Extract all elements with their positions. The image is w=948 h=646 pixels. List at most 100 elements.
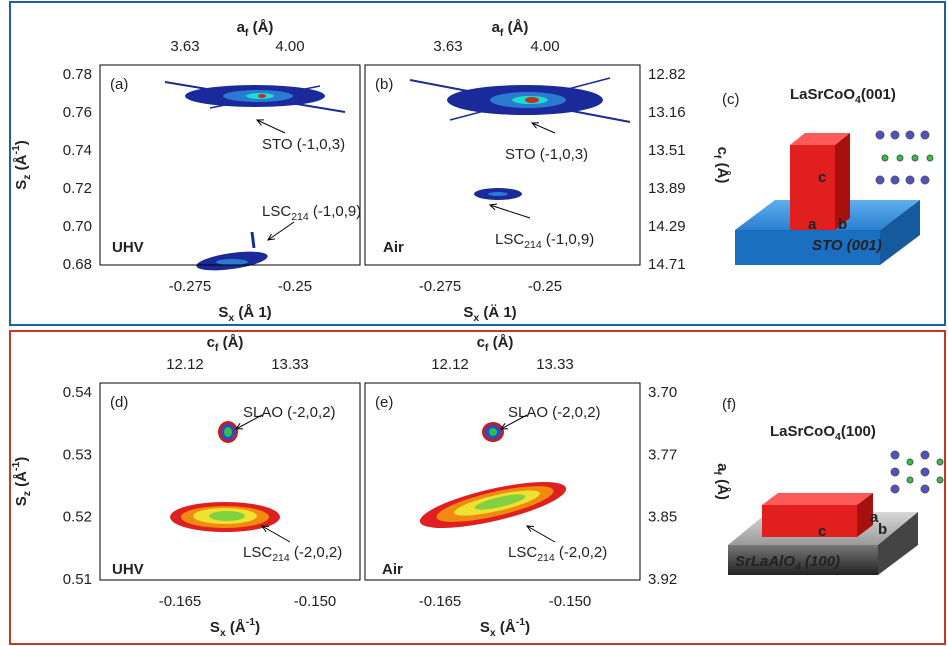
lattice-axis: c — [818, 169, 826, 186]
top-axis-title-part: c — [207, 334, 215, 351]
x-axis-title-part: ) — [525, 619, 530, 636]
annotation: SLAO (-2,0,2) — [243, 404, 336, 421]
bottom-tick-label: -0.150 — [294, 593, 337, 610]
top-tick-label: 13.33 — [536, 356, 574, 373]
annotation: STO (-1,0,3) — [505, 146, 588, 163]
top-axis-title-part: (Å) — [248, 19, 273, 36]
panel-label: (c) — [722, 91, 740, 108]
top-tick-label: 4.00 — [530, 38, 559, 55]
bottom-tick-label: -0.165 — [419, 593, 462, 610]
annotation-part: LSC — [495, 231, 524, 248]
y2-tick-label: 14.71 — [648, 256, 686, 273]
substrate-label-part: SrLaAlO — [735, 553, 795, 570]
figure: (a) UHV af (Å) 3.63 4.00 -0.275 -0.25 Sx (Å 1) 0… — [0, 0, 948, 646]
annotation: LSC214 (-1,0,9) — [495, 231, 594, 251]
x-axis-title: Sx (Å-1) — [480, 616, 530, 639]
lattice-axis: b — [878, 521, 887, 538]
x-axis-title: Sx (Å-1) — [210, 616, 260, 639]
annotation-part: 214 — [272, 552, 290, 564]
substrate-label: SrLaAlO4 (100) — [735, 553, 840, 573]
map-e — [416, 422, 569, 537]
structure-title-part: (100) — [841, 423, 876, 440]
arrow-head — [268, 234, 275, 240]
y-axis-title: Sz (Å-1) — [10, 140, 33, 190]
condition-label: Air — [382, 561, 403, 578]
map-d — [170, 421, 280, 532]
x-axis-title-part: S — [480, 619, 490, 636]
y-tick-label: 0.76 — [63, 104, 92, 121]
y-axis-title-part: (Å) — [714, 475, 731, 500]
bottom-tick-label: -0.150 — [549, 593, 592, 610]
bottom-tick-label: -0.25 — [528, 278, 562, 295]
x-axis-title-part: (Å 1) — [234, 304, 272, 321]
top-tick-label: 3.63 — [170, 38, 199, 55]
arrow — [268, 222, 294, 240]
annotation: LSC214 (-1,0,9) — [262, 203, 361, 223]
x-axis-title-part: (Ä 1) — [479, 304, 517, 321]
y-tick-label: 0.54 — [63, 384, 92, 401]
annotation-part: 214 — [537, 552, 555, 564]
y2-tick-label: 13.89 — [648, 180, 686, 197]
y-axis-title-part: (Å — [13, 154, 30, 174]
x-axis-title-part: S — [463, 304, 473, 321]
y-axis-title-part: -1 — [10, 145, 22, 154]
y-tick-label: 0.72 — [63, 180, 92, 197]
y-axis-title-part: S — [13, 496, 30, 506]
top-axis-title-part: (Å) — [218, 334, 243, 351]
condition-label: UHV — [112, 561, 144, 578]
y-axis-title-part: S — [13, 180, 30, 190]
structure-title-part: LaSrCoO — [790, 86, 855, 103]
x-axis-title: Sx (Ä 1) — [463, 304, 516, 324]
top-axis-title: cf (Å) — [477, 334, 514, 354]
bottom-tick-label: -0.165 — [159, 593, 202, 610]
y-axis-title-part: (Å) — [714, 158, 731, 183]
panel-label: (f) — [722, 396, 736, 413]
substrate-label-part: (100) — [801, 553, 840, 570]
arrow — [532, 123, 555, 133]
top-axis-title-part: c — [477, 334, 485, 351]
y-tick-label: 0.74 — [63, 142, 92, 159]
arrow — [257, 120, 285, 133]
annotation-part: STO (-1,0,3) — [505, 146, 588, 163]
top-axis-title: af (Å) — [237, 19, 274, 39]
map-a — [165, 82, 345, 274]
annotation-part: (-2,0,2) — [555, 544, 608, 561]
structure-title-part: LaSrCoO — [770, 423, 835, 440]
x-axis-title: Sx (Å 1) — [218, 304, 271, 324]
lattice-axis: b — [838, 216, 847, 233]
y2-tick-label: 3.92 — [648, 571, 677, 588]
structure-title: LaSrCoO4(001) — [790, 86, 896, 106]
arrow — [262, 526, 290, 542]
top-axis-title-part: (Å) — [488, 334, 513, 351]
bottom-tick-label: -0.25 — [278, 278, 312, 295]
structure-title-part: (001) — [861, 86, 896, 103]
top-axis-title: af (Å) — [492, 19, 529, 39]
y-tick-label: 0.68 — [63, 256, 92, 273]
annotation-part: 214 — [291, 211, 309, 223]
annotation-part: SLAO (-2,0,2) — [243, 404, 336, 421]
annotation: STO (-1,0,3) — [262, 136, 345, 153]
lattice-axis: a — [808, 216, 817, 233]
annotation-part: (-2,0,2) — [290, 544, 343, 561]
y2-tick-label: 3.85 — [648, 509, 677, 526]
bottom-tick-label: -0.275 — [169, 278, 212, 295]
condition-label: Air — [383, 239, 404, 256]
top-tick-label: 13.33 — [271, 356, 309, 373]
y2-tick-label: 13.16 — [648, 104, 686, 121]
annotation-part: LSC — [508, 544, 537, 561]
panel-label: (a) — [110, 76, 128, 93]
panel-label: (d) — [110, 394, 128, 411]
top-axis-title-part: (Å) — [503, 19, 528, 36]
arrow — [527, 526, 555, 542]
y-tick-label: 0.53 — [63, 446, 92, 463]
annotation-part: LSC — [262, 203, 291, 220]
substrate-label: STO (001) — [812, 237, 882, 254]
annotation-part: LSC — [243, 544, 272, 561]
annotation: LSC214 (-2,0,2) — [508, 544, 607, 564]
top-tick-label: 12.12 — [431, 356, 469, 373]
y-axis-title-part: (Å — [13, 471, 30, 491]
top-tick-label: 12.12 — [166, 356, 204, 373]
y-axis-title: Sz (Å-1) — [10, 457, 33, 507]
y2-tick-label: 12.82 — [648, 66, 686, 83]
arrow — [490, 205, 530, 218]
